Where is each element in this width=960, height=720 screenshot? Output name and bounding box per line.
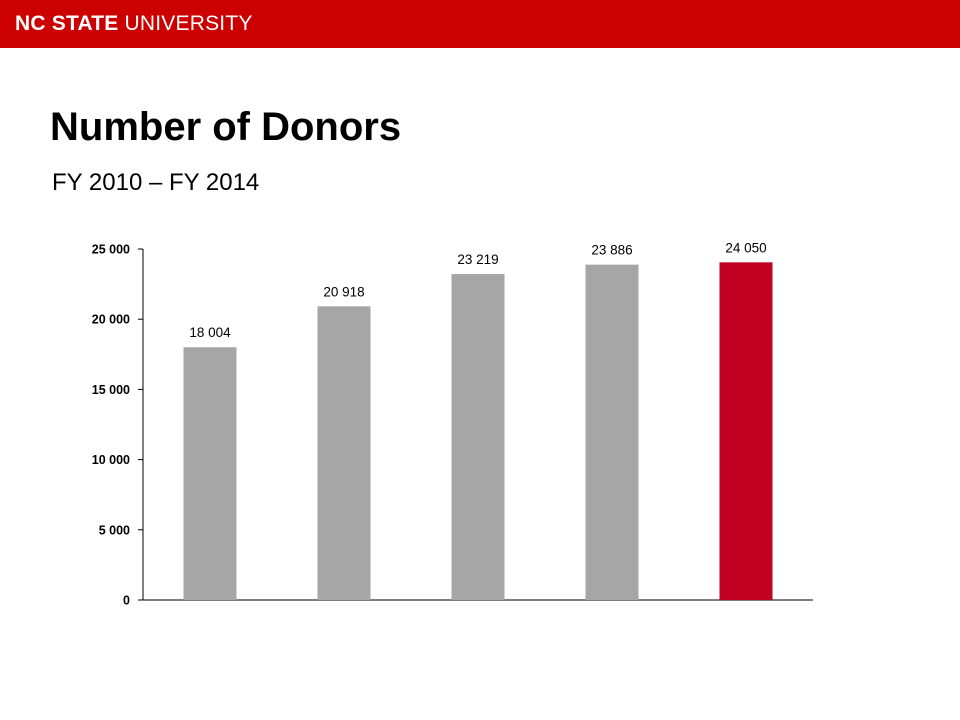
y-tick-label: 25 000 <box>92 243 130 257</box>
data-label: 20 918 <box>323 284 364 299</box>
logo-bold-text: NC STATE <box>15 12 119 35</box>
header-bar: NC STATE UNIVERSITY <box>0 0 960 48</box>
y-tick-label: 10 000 <box>92 453 130 467</box>
bar-fy-2010 <box>183 347 237 600</box>
data-label: 24 050 <box>725 240 766 255</box>
y-tick-label: 20 000 <box>92 313 130 327</box>
y-tick-label: 15 000 <box>92 383 130 397</box>
logo-regular-text: UNIVERSITY <box>124 12 253 35</box>
y-tick-label: 5 000 <box>99 523 130 537</box>
chart-bars <box>183 262 773 600</box>
data-label: 18 004 <box>189 325 231 340</box>
data-label: 23 886 <box>591 243 632 258</box>
nc-state-logo[interactable]: NC STATE UNIVERSITY <box>15 12 253 36</box>
bar-fy-2012 <box>451 274 505 600</box>
y-tick-label: 0 <box>123 594 130 608</box>
bar-fy-2011 <box>317 306 371 600</box>
data-label: 23 219 <box>457 252 498 267</box>
slide-title: Number of Donors <box>50 105 402 149</box>
bar-fy-2013 <box>585 264 639 600</box>
slide-subtitle: FY 2010 – FY 2014 <box>52 169 260 196</box>
chart-data-labels: 18 004 20 918 23 219 23 886 24 050 <box>189 240 766 340</box>
bar-fy-2014 <box>719 262 773 600</box>
